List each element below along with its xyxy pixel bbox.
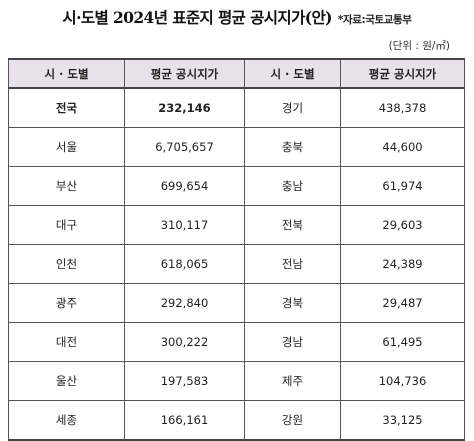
table-header-row: 시 · 도별 평균 공시지가 시 · 도별 평균 공시지가	[8, 58, 465, 89]
region-cell: 인천	[8, 244, 125, 284]
region-cell: 전북	[244, 205, 341, 245]
region-cell: 울산	[8, 361, 125, 401]
table-row: 대구 310,117 전북 29,603	[8, 205, 465, 245]
region-cell: 충북	[244, 127, 341, 167]
table-row: 대전 300,222 경남 61,495	[8, 322, 465, 362]
table-row: 광주 292,840 경북 29,487	[8, 283, 465, 323]
price-cell-highlight: 166,161	[124, 400, 245, 441]
price-cell: 29,487	[340, 283, 465, 323]
region-cell: 제주	[244, 361, 341, 401]
region-cell: 경북	[244, 283, 341, 323]
price-cell: 6,705,657	[124, 127, 245, 167]
table-row: 인천 618,065 전남 24,389	[8, 244, 465, 284]
table-row: 부산 699,654 충남 61,974	[8, 166, 465, 206]
table-row: 세종 166,161 강원 33,125	[8, 400, 465, 441]
price-cell: 197,583	[124, 361, 245, 401]
header-region-left: 시 · 도별	[8, 58, 125, 89]
region-cell: 광주	[8, 283, 125, 323]
price-cell: 618,065	[124, 244, 245, 284]
title-row: 시·도별 2024년 표준지 평균 공시지가(안) *자료:국토교통부	[0, 6, 474, 30]
region-cell: 경기	[244, 87, 341, 128]
price-cell: 44,600	[340, 127, 465, 167]
price-cell: 300,222	[124, 322, 245, 362]
price-cell: 699,654	[124, 166, 245, 206]
price-cell: 310,117	[124, 205, 245, 245]
unit-label: (단위 : 원/㎡)	[388, 40, 450, 52]
region-cell: 경남	[244, 322, 341, 362]
land-price-table: 시 · 도별 평균 공시지가 시 · 도별 평균 공시지가 전국 232,146…	[8, 58, 465, 441]
table-row: 전국 232,146 경기 438,378	[8, 87, 465, 128]
price-cell: 61,974	[340, 166, 465, 206]
price-cell: 29,603	[340, 205, 465, 245]
header-price-right: 평균 공시지가	[340, 58, 465, 89]
source-note: *자료:국토교통부	[337, 14, 412, 26]
region-cell: 충남	[244, 166, 341, 206]
region-cell-highlight: 세종	[8, 400, 125, 441]
region-cell: 대전	[8, 322, 125, 362]
price-cell: 24,389	[340, 244, 465, 284]
header-region-right: 시 · 도별	[244, 58, 341, 89]
price-cell: 292,840	[124, 283, 245, 323]
price-cell: 232,146	[124, 87, 245, 128]
price-cell: 33,125	[340, 400, 465, 441]
header-price-left: 평균 공시지가	[124, 58, 245, 89]
region-cell: 전남	[244, 244, 341, 284]
price-cell: 104,736	[340, 361, 465, 401]
region-cell: 부산	[8, 166, 125, 206]
region-cell: 전국	[8, 87, 125, 128]
region-cell: 강원	[244, 400, 341, 441]
region-cell: 대구	[8, 205, 125, 245]
price-cell: 438,378	[340, 87, 465, 128]
table-row: 울산 197,583 제주 104,736	[8, 361, 465, 401]
page-title: 시·도별 2024년 표준지 평균 공시지가(안)	[62, 8, 332, 27]
price-cell: 61,495	[340, 322, 465, 362]
region-cell: 서울	[8, 127, 125, 167]
table-row: 서울 6,705,657 충북 44,600	[8, 127, 465, 167]
